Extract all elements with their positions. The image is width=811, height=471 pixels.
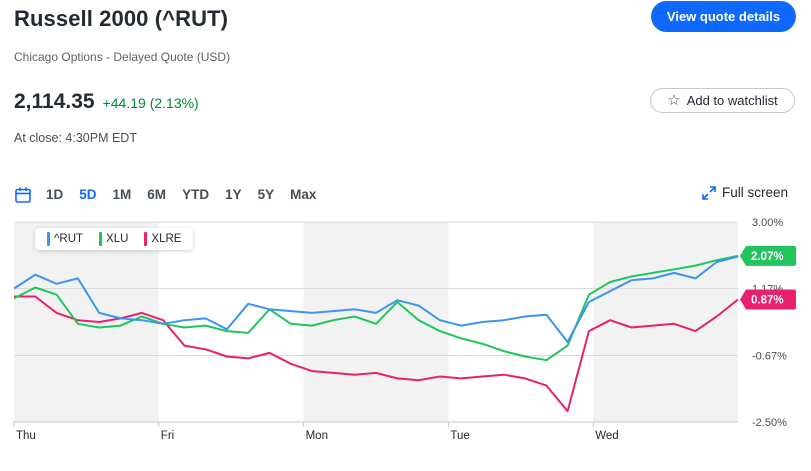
legend-color-xlu [99, 232, 103, 246]
view-quote-details-button[interactable]: View quote details [651, 1, 796, 32]
legend-color-xlre [144, 232, 148, 246]
legend-item-xlu[interactable]: XLU [93, 232, 134, 246]
x-tick-label: Tue [450, 430, 469, 442]
y-tick-label: -2.50% [752, 417, 787, 429]
value-label-xlre: 0.87% [740, 289, 796, 310]
range-1y[interactable]: 1Y [225, 187, 242, 202]
range-1m[interactable]: 1M [112, 187, 132, 202]
quote-source: Chicago Options - Delayed Quote (USD) [14, 50, 231, 64]
range-max[interactable]: Max [290, 187, 317, 202]
full-screen-label: Full screen [722, 185, 789, 200]
value-label-bg-xlre [740, 289, 796, 310]
add-to-watchlist-button[interactable]: ☆ Add to watchlist [650, 88, 795, 113]
range-selector: 1D 5D 1M 6M YTD 1Y 5Y Max [14, 186, 332, 204]
chart-legend: ^RUT XLU XLRE [35, 228, 194, 250]
star-icon: ☆ [667, 92, 681, 109]
day-band [14, 222, 159, 422]
price-row: 2,114.35 +44.19 (2.13%) [14, 90, 199, 114]
calendar-icon[interactable] [14, 186, 32, 204]
x-tick-label: Mon [306, 430, 328, 442]
x-tick-label: Wed [595, 430, 618, 442]
x-tick-label: Fri [161, 430, 174, 442]
close-time: At close: 4:30PM EDT [14, 131, 137, 145]
range-6m[interactable]: 6M [147, 187, 167, 202]
legend-label-rut: ^RUT [54, 233, 84, 245]
series-line-rut [13, 255, 739, 343]
series-line-xlre [14, 295, 739, 413]
legend-item-rut[interactable]: ^RUT [41, 232, 89, 246]
value-label-text-xlu: 2.07% [751, 251, 784, 263]
range-list: 1D 5D 1M 6M YTD 1Y 5Y Max [46, 186, 332, 204]
comparison-chart[interactable]: 3.00%1.17%-0.67%-2.50%ThuFriMonTueWed2.0… [0, 215, 811, 471]
full-screen-button[interactable]: Full screen [702, 185, 788, 200]
range-5d[interactable]: 5D [79, 187, 97, 202]
legend-label-xlu: XLU [106, 233, 129, 245]
value-label-bg-xlu [740, 245, 796, 266]
page-title: Russell 2000 (^RUT) [14, 6, 229, 31]
y-tick-label: 3.00% [752, 217, 783, 229]
y-tick-label: -0.67% [752, 350, 787, 362]
legend-item-xlre[interactable]: XLRE [138, 232, 187, 246]
add-to-watchlist-label: Add to watchlist [686, 93, 778, 108]
price-change: +44.19 (2.13%) [102, 95, 199, 111]
x-tick-label: Thu [16, 430, 36, 442]
current-price: 2,114.35 [14, 90, 95, 113]
expand-icon [702, 185, 716, 200]
value-label-text-xlre: 0.87% [751, 294, 784, 306]
range-1d[interactable]: 1D [46, 187, 64, 202]
range-ytd[interactable]: YTD [182, 187, 210, 202]
legend-label-xlre: XLRE [151, 233, 182, 245]
legend-color-rut [47, 232, 50, 246]
range-5y[interactable]: 5Y [257, 187, 275, 202]
value-label-xlu: 2.07% [740, 245, 796, 266]
